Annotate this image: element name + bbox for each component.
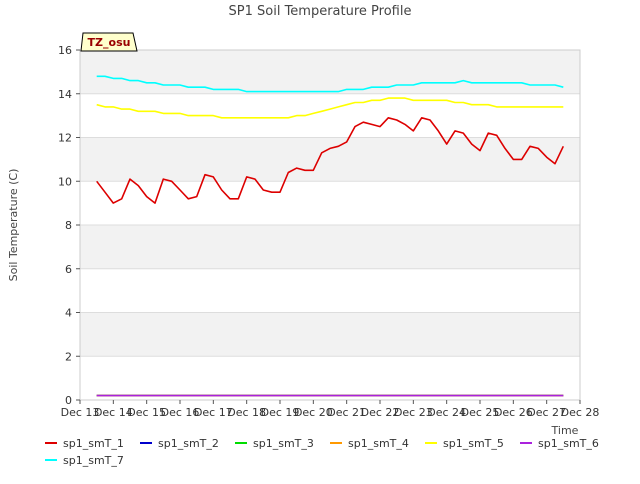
x-tick-label: Dec 22	[361, 406, 400, 419]
y-tick-label: 16	[58, 44, 72, 57]
chart-title: SP1 Soil Temperature Profile	[229, 4, 412, 19]
x-tick-label: Dec 27	[527, 406, 566, 419]
x-tick-label: Dec 28	[561, 406, 600, 419]
x-tick-label: Dec 24	[427, 406, 466, 419]
x-tick-label: Dec 15	[127, 406, 166, 419]
x-tick-label: Dec 23	[394, 406, 433, 419]
y-axis: 0 2 4 6 8 10 12 14 16	[58, 44, 80, 407]
legend-label: sp1_smT_3	[253, 437, 314, 450]
annotation-badge: TZ_osu	[80, 32, 138, 52]
x-tick-label: Dec 14	[94, 406, 133, 419]
y-tick-label: 12	[58, 132, 72, 145]
x-tick-label: Dec 25	[461, 406, 500, 419]
annotation-box	[80, 32, 138, 52]
x-tick-label: Dec 19	[261, 406, 300, 419]
annotation-text: TZ_osu	[88, 36, 131, 49]
x-tick-label: Dec 21	[327, 406, 366, 419]
grid-band	[80, 50, 580, 94]
y-tick-label: 10	[58, 175, 72, 188]
x-tick-label: Dec 16	[161, 406, 200, 419]
y-tick-label: 6	[65, 263, 72, 276]
legend-item: sp1_smT_4	[330, 437, 409, 450]
legend-label: sp1_smT_1	[63, 437, 124, 450]
legend-item: sp1_smT_7	[45, 454, 124, 467]
legend-item: sp1_smT_6	[520, 437, 599, 450]
y-tick-label: 4	[65, 307, 72, 320]
x-tick-label: Dec 20	[294, 406, 333, 419]
series-line-sp1_smT_7	[96, 75, 564, 93]
y-tick-label: 14	[58, 88, 72, 101]
y-tick-label: 0	[65, 394, 72, 407]
legend-item: sp1_smT_2	[140, 437, 219, 450]
x-tick-label: Dec 26	[494, 406, 533, 419]
y-axis-label: Soil Temperature (C)	[7, 169, 20, 282]
legend-item: sp1_smT_5	[425, 437, 504, 450]
grid-band	[80, 137, 580, 182]
grid-band	[80, 225, 580, 269]
legend-item: sp1_smT_1	[45, 437, 124, 450]
x-tick-label: Dec 17	[194, 406, 233, 419]
legend-label: sp1_smT_7	[63, 454, 124, 467]
y-tick-label: 2	[65, 350, 72, 363]
series-line-sp1_smT_5	[96, 97, 564, 119]
x-axis-label: Time	[551, 424, 579, 437]
legend-item: sp1_smT_3	[235, 437, 314, 450]
y-tick-label: 8	[65, 219, 72, 232]
legend-label: sp1_smT_6	[538, 437, 599, 450]
x-tick-label: Dec 13	[61, 406, 100, 419]
legend-label: sp1_smT_2	[158, 437, 219, 450]
legend-label: sp1_smT_4	[348, 437, 409, 450]
x-tick-label: Dec 18	[227, 406, 266, 419]
grid-band	[80, 312, 580, 357]
legend-label: sp1_smT_5	[443, 437, 504, 450]
legend: sp1_smT_1 sp1_smT_2 sp1_smT_3 sp1_smT_4 sp1_…	[45, 437, 599, 467]
series-group	[96, 75, 565, 397]
series-line-sp1_smT_1	[96, 117, 565, 204]
